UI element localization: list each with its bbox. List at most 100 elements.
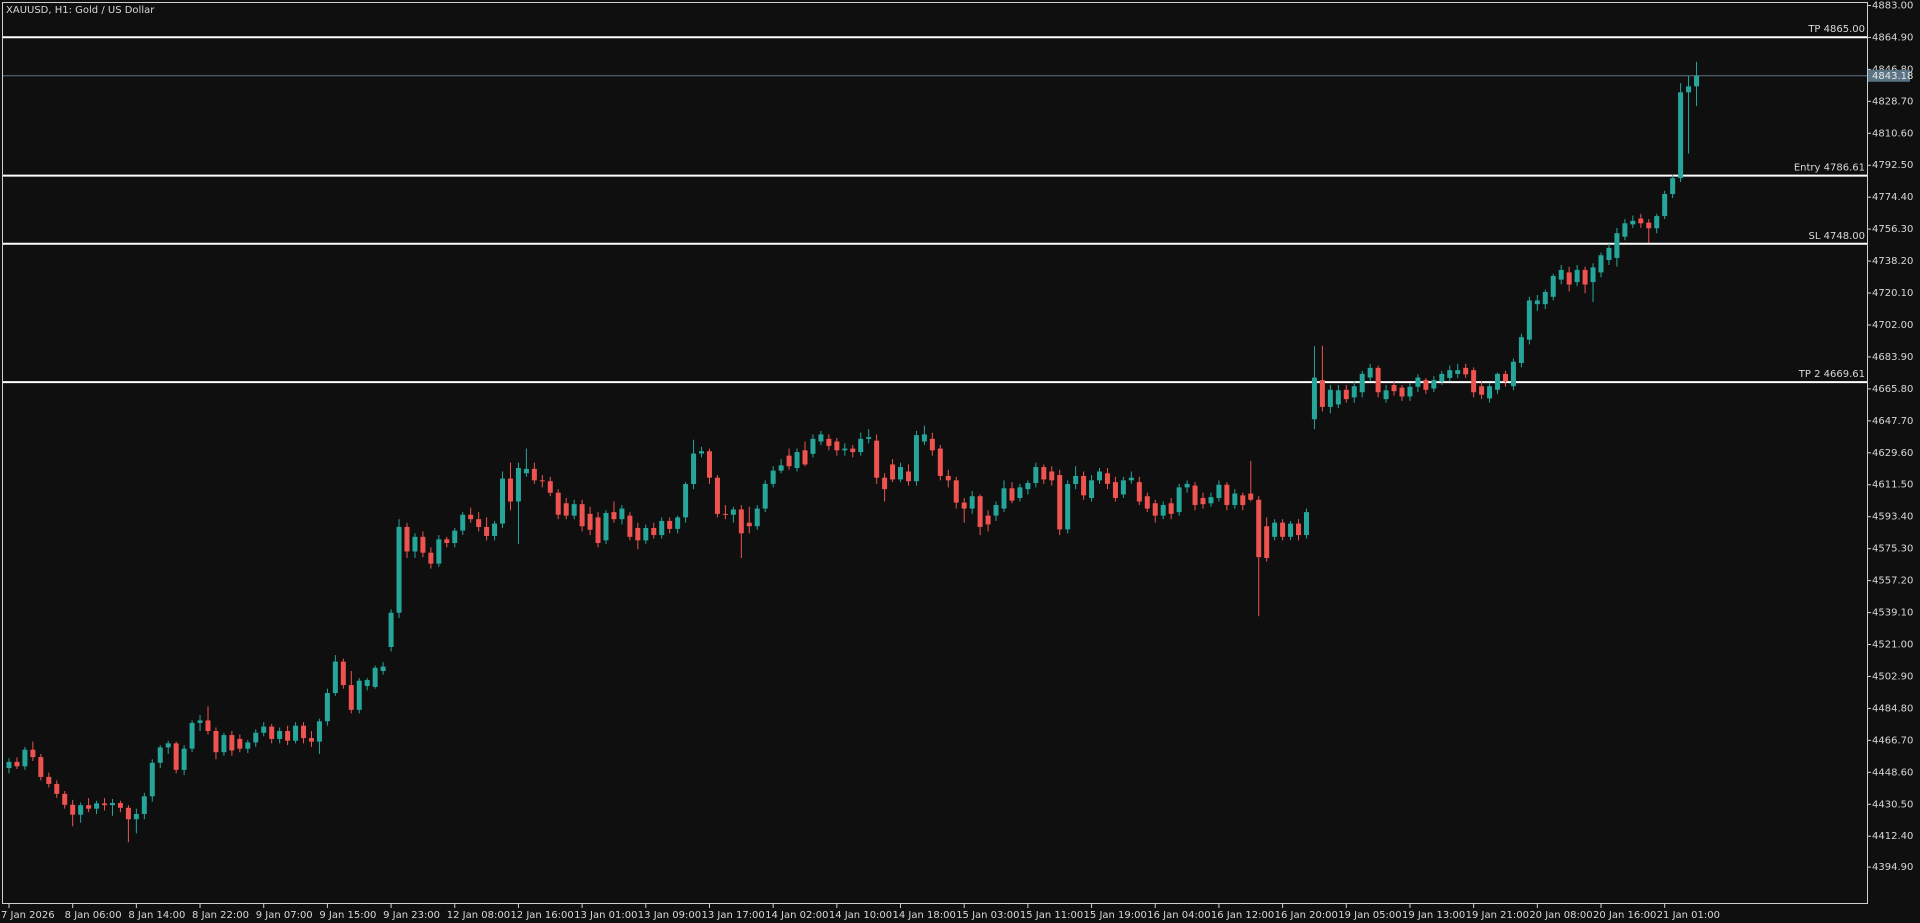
y-tick-label: 4521.00 bbox=[1872, 640, 1913, 651]
candle-body bbox=[1694, 75, 1700, 87]
candle-body bbox=[54, 783, 60, 794]
candle-body bbox=[905, 471, 911, 482]
candle-body bbox=[364, 679, 370, 686]
candle-body bbox=[699, 451, 705, 454]
candle-body bbox=[388, 612, 394, 647]
candle-body bbox=[1447, 370, 1453, 378]
candle-body bbox=[301, 725, 307, 739]
candle-body bbox=[125, 807, 131, 820]
x-tick-label: 15 Jan 03:00 bbox=[956, 910, 1019, 921]
x-tick-label: 19 Jan 05:00 bbox=[1338, 910, 1401, 921]
candle-body bbox=[643, 527, 649, 541]
candle-body bbox=[738, 509, 744, 534]
candle-body bbox=[78, 805, 84, 815]
candle-body bbox=[1423, 380, 1429, 390]
candle-body bbox=[1057, 475, 1063, 530]
candle-body bbox=[1104, 473, 1110, 484]
candle-body bbox=[62, 793, 68, 805]
candle-body bbox=[332, 661, 338, 694]
candle-body bbox=[1144, 496, 1150, 509]
candle-body bbox=[396, 526, 402, 613]
y-tick-label: 4593.40 bbox=[1872, 512, 1913, 523]
candle-body bbox=[858, 438, 864, 453]
candle-body bbox=[1152, 503, 1158, 516]
candle-body bbox=[1200, 497, 1206, 505]
level-label: TP 2 4669.61 bbox=[1798, 369, 1865, 380]
candle-body bbox=[619, 508, 625, 520]
candle-body bbox=[149, 762, 155, 797]
candle-body bbox=[834, 441, 840, 451]
candle-body bbox=[1216, 484, 1222, 498]
candle-body bbox=[237, 738, 243, 749]
candle-body bbox=[547, 481, 553, 493]
candle-body bbox=[1280, 522, 1286, 537]
candle-body bbox=[1518, 337, 1524, 363]
candle-body bbox=[468, 514, 474, 520]
x-tick-label: 21 Jan 01:00 bbox=[1657, 910, 1720, 921]
candle-body bbox=[1303, 512, 1309, 536]
candle-body bbox=[221, 735, 227, 753]
candle-body bbox=[1415, 377, 1421, 387]
x-tick-label: 14 Jan 02:00 bbox=[765, 910, 828, 921]
candle-body bbox=[778, 465, 784, 471]
candle-body bbox=[38, 757, 44, 777]
candle-body bbox=[1399, 387, 1405, 397]
candle-body bbox=[786, 455, 792, 467]
candle-body bbox=[1534, 300, 1540, 305]
candle-body bbox=[507, 478, 513, 502]
candle-body bbox=[1542, 291, 1548, 305]
candle-body bbox=[70, 804, 76, 815]
candle-body bbox=[229, 735, 235, 751]
candle-body bbox=[1622, 223, 1628, 237]
candle-body bbox=[579, 504, 585, 527]
x-tick-label: 16 Jan 20:00 bbox=[1275, 910, 1338, 921]
y-tick-label: 4575.30 bbox=[1872, 544, 1913, 555]
y-tick-label: 4412.40 bbox=[1872, 831, 1913, 842]
y-tick-label: 4430.50 bbox=[1872, 799, 1913, 810]
candle-body bbox=[929, 438, 935, 451]
candle-body bbox=[1630, 220, 1636, 225]
candle-body bbox=[611, 512, 617, 520]
candle-body bbox=[500, 478, 506, 524]
candle-body bbox=[1502, 373, 1508, 382]
candle-body bbox=[324, 693, 330, 722]
candle-body bbox=[6, 761, 12, 769]
candle-body bbox=[109, 803, 115, 806]
candle-body bbox=[706, 451, 712, 478]
candle-body bbox=[1646, 222, 1652, 229]
candle-body bbox=[197, 720, 203, 723]
candle-body bbox=[691, 453, 697, 485]
candle-body bbox=[141, 796, 147, 814]
x-tick-label: 9 Jan 15:00 bbox=[319, 910, 376, 921]
candle-body bbox=[428, 552, 434, 564]
candle-body bbox=[1049, 471, 1055, 481]
x-tick-label: 9 Jan 23:00 bbox=[383, 910, 440, 921]
y-tick-label: 4647.70 bbox=[1872, 416, 1913, 427]
candle-body bbox=[1232, 493, 1238, 506]
candle-body bbox=[1001, 488, 1007, 509]
bid-label-box bbox=[1868, 69, 1910, 82]
candle-body bbox=[587, 513, 593, 530]
candle-body bbox=[1582, 269, 1588, 285]
candle-body bbox=[770, 470, 776, 484]
candle-body bbox=[1128, 477, 1134, 481]
candle-body bbox=[102, 803, 108, 806]
candle-body bbox=[1574, 269, 1580, 283]
candle-body bbox=[818, 434, 824, 442]
candle-body bbox=[1136, 482, 1142, 502]
candle-body bbox=[810, 438, 816, 454]
candle-body bbox=[94, 803, 100, 809]
x-tick-label: 14 Jan 18:00 bbox=[893, 910, 956, 921]
candle-body bbox=[1272, 522, 1278, 537]
candle-body bbox=[285, 731, 291, 741]
candle-body bbox=[1638, 218, 1644, 224]
candle-body bbox=[189, 722, 195, 749]
candle-body bbox=[492, 523, 498, 536]
level-label: SL 4748.00 bbox=[1809, 231, 1865, 242]
y-tick-label: 4864.90 bbox=[1872, 32, 1913, 43]
candle-body bbox=[1343, 389, 1349, 400]
candle-body bbox=[1479, 386, 1485, 395]
candle-body bbox=[420, 536, 426, 553]
y-tick-label: 4738.20 bbox=[1872, 256, 1913, 267]
